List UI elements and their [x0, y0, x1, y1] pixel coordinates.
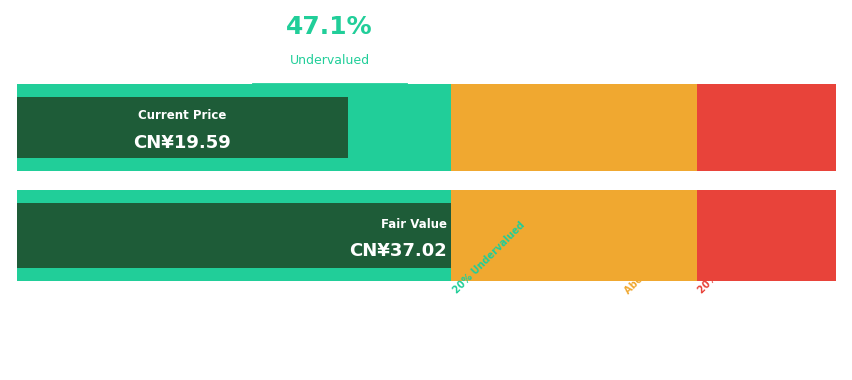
- Text: Fair Value: Fair Value: [380, 218, 446, 231]
- Bar: [17, 190, 451, 281]
- Bar: [696, 190, 835, 281]
- Bar: [549, 190, 696, 281]
- Text: 47.1%: 47.1%: [286, 14, 372, 39]
- Bar: [696, 84, 835, 171]
- Bar: [17, 84, 451, 171]
- Text: Current Price: Current Price: [138, 109, 227, 122]
- Bar: [549, 84, 696, 171]
- Text: CN¥37.02: CN¥37.02: [348, 242, 446, 260]
- Text: CN¥19.59: CN¥19.59: [134, 133, 231, 152]
- Bar: [17, 203, 451, 268]
- Text: 20% Undervalued: 20% Undervalued: [451, 220, 526, 296]
- Text: 20% Overvalued: 20% Overvalued: [696, 225, 766, 296]
- Bar: [451, 190, 549, 281]
- Bar: [17, 97, 348, 158]
- Text: Undervalued: Undervalued: [289, 54, 369, 67]
- Bar: [451, 84, 549, 171]
- Text: About Right: About Right: [622, 242, 676, 296]
